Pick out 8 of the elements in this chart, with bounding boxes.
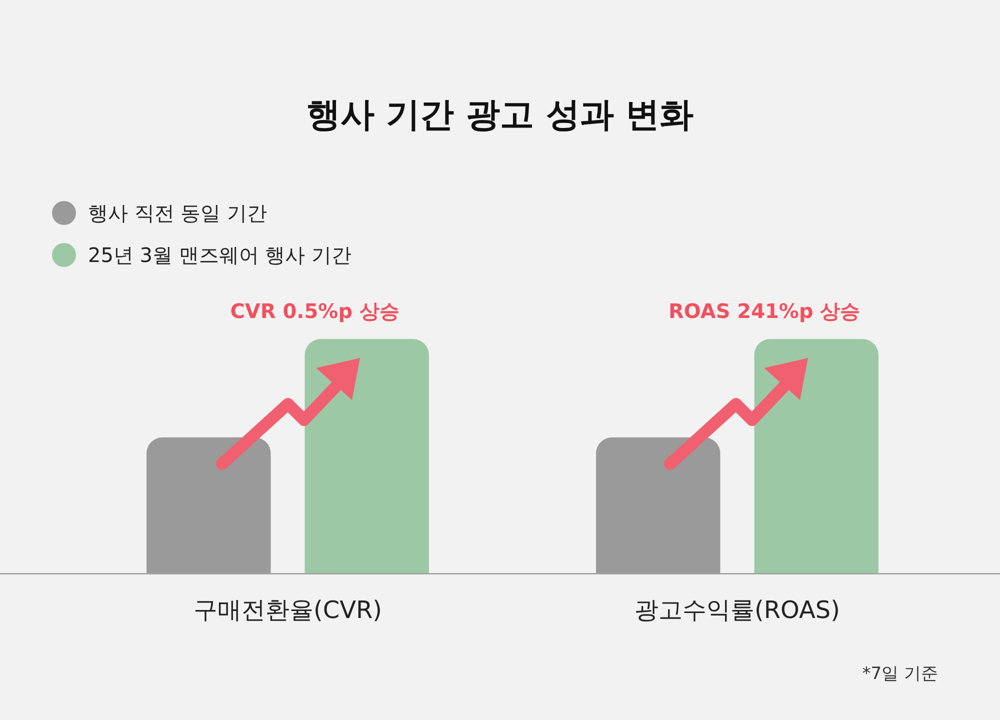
legend-label: 25년 3월 맨즈웨어 행사 기간 — [88, 242, 352, 268]
text: *7일 기준 — [862, 663, 938, 685]
text: ROAS 241%p 상승 — [668, 299, 860, 324]
x-tick-label: 구매전환율(CVR) — [193, 596, 382, 624]
legend-label: 행사 직전 동일 기간 — [88, 200, 268, 226]
text: CVR 0.5%p 상승 — [230, 299, 400, 324]
chart-title: 행사 기간 광고 성과 변화 — [305, 94, 695, 137]
x-tick-label: 광고수익률(ROAS) — [634, 596, 840, 624]
